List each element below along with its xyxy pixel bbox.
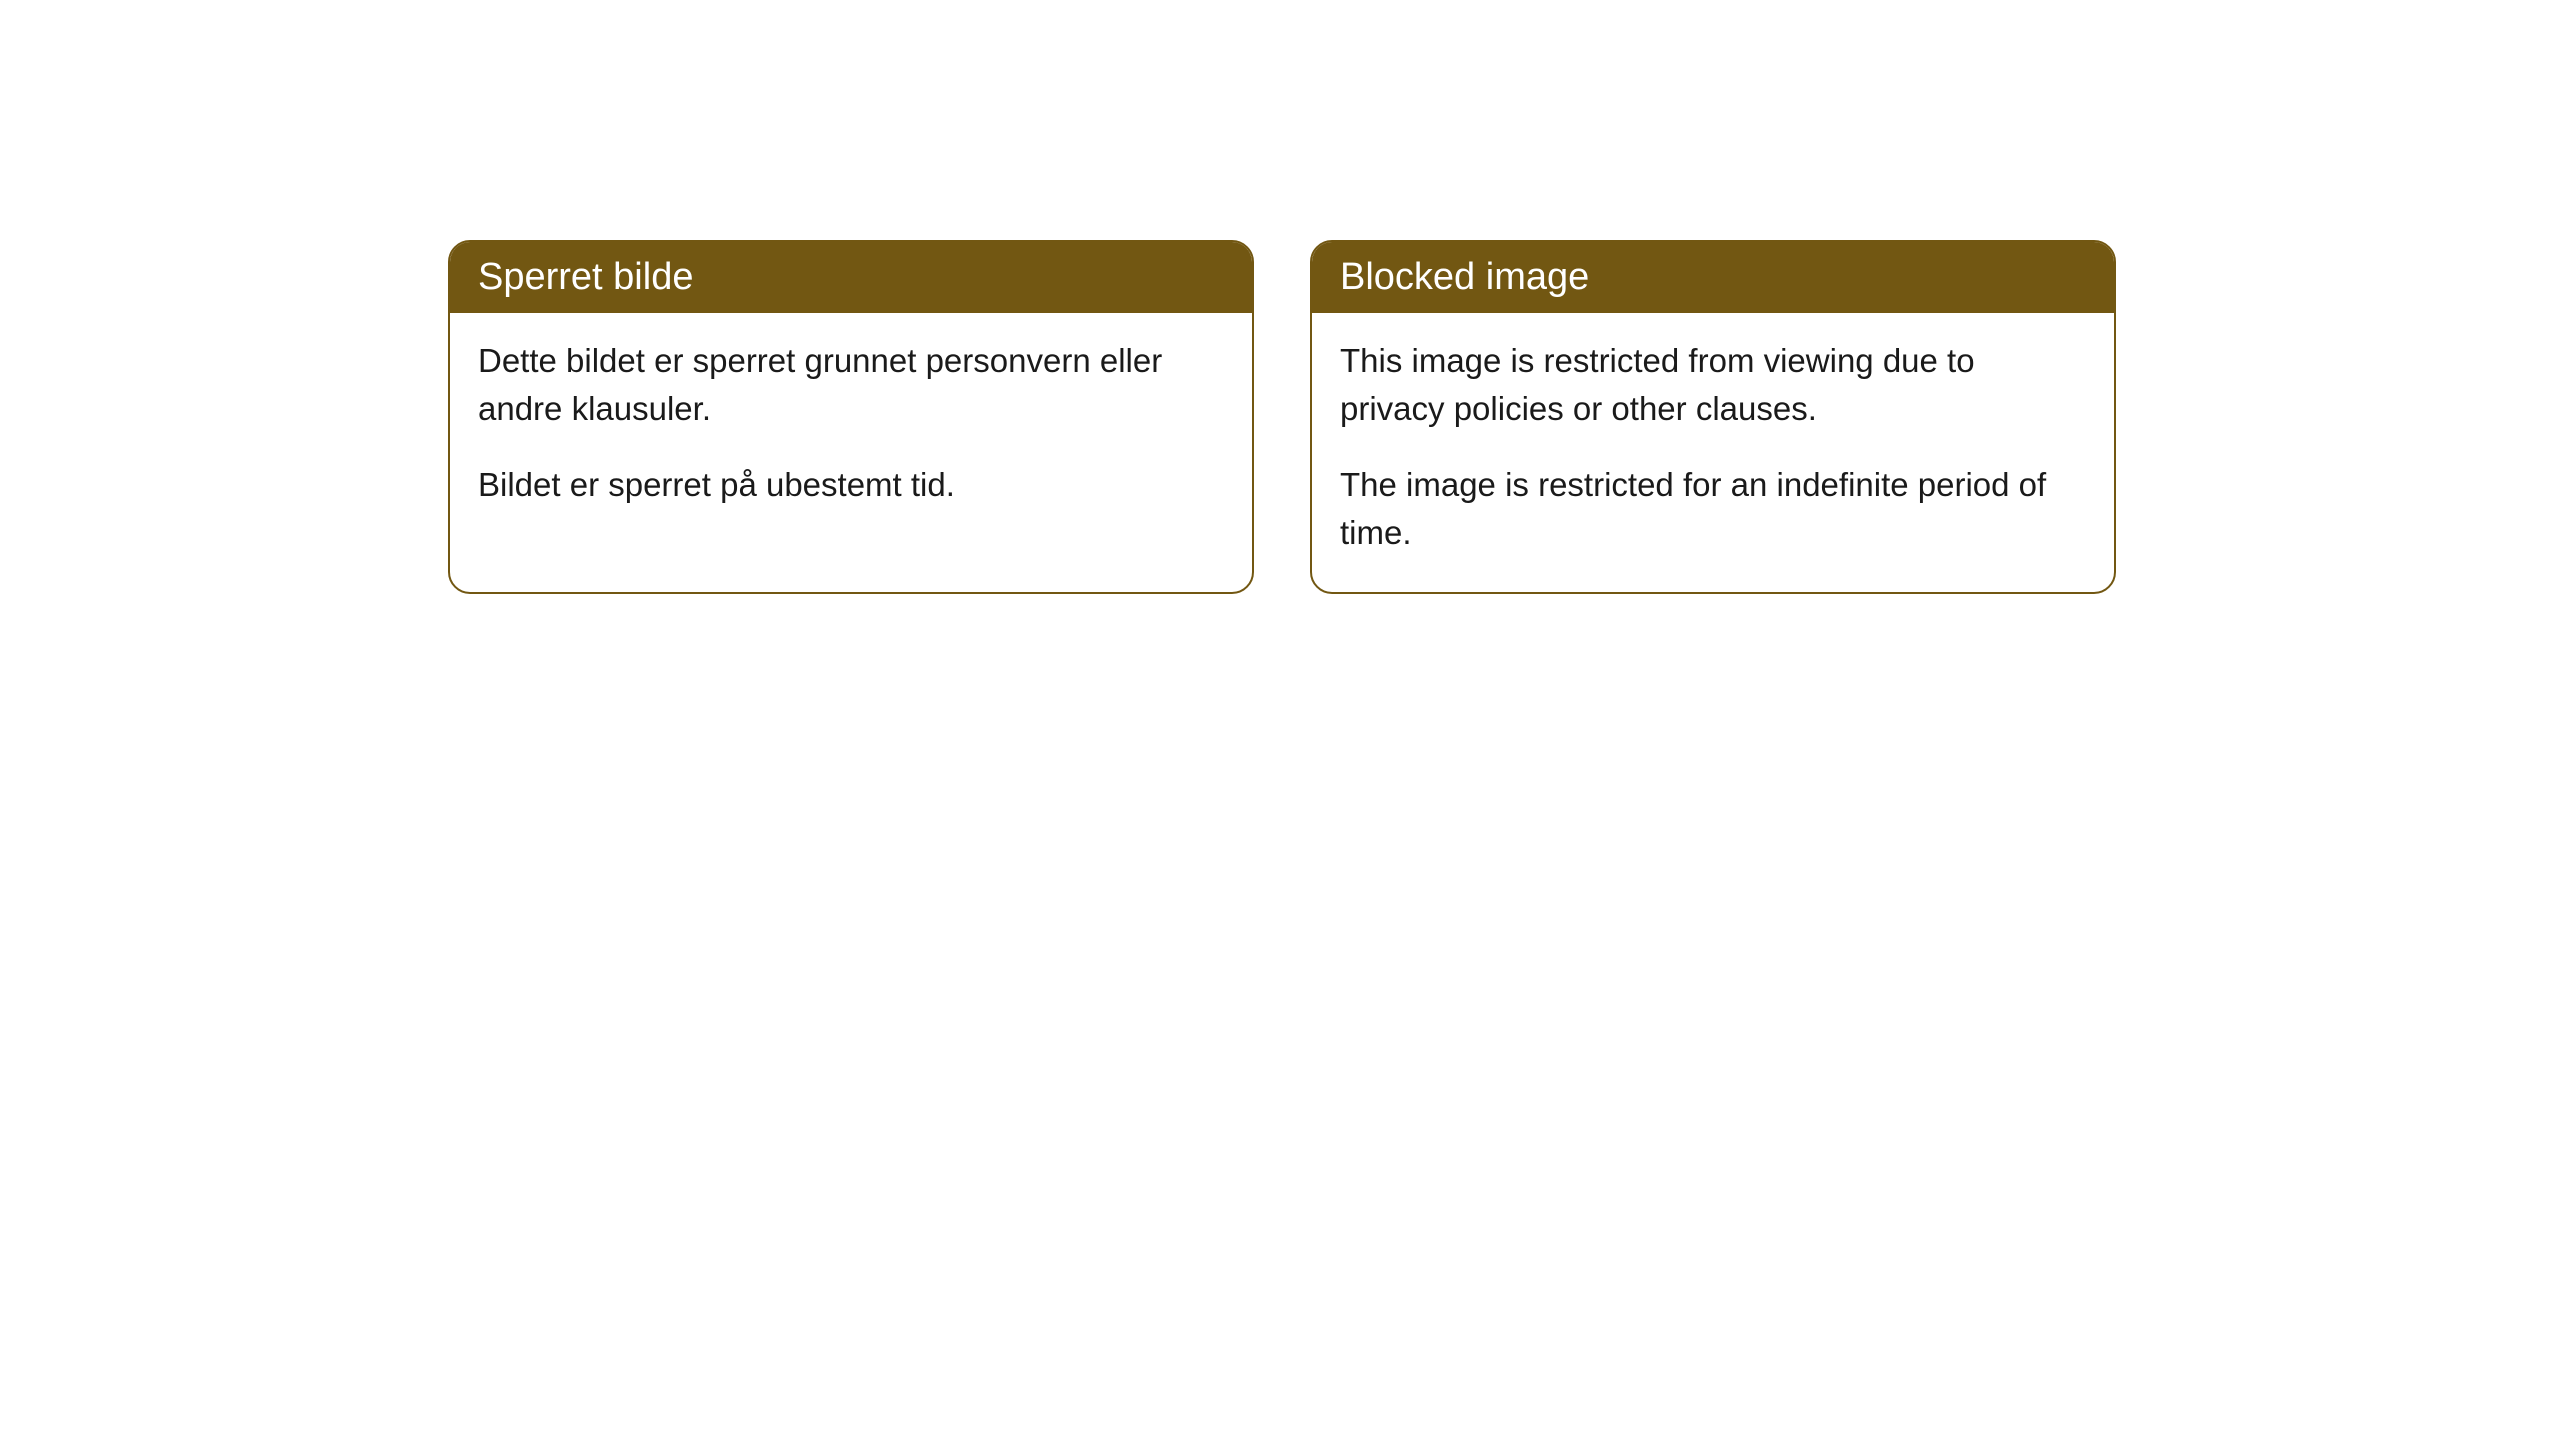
card-paragraph-2: Bildet er sperret på ubestemt tid.	[478, 461, 1224, 509]
card-body-norwegian: Dette bildet er sperret grunnet personve…	[450, 313, 1252, 545]
card-paragraph-1: This image is restricted from viewing du…	[1340, 337, 2086, 433]
blocked-image-card-norwegian: Sperret bilde Dette bildet er sperret gr…	[448, 240, 1254, 594]
card-paragraph-2: The image is restricted for an indefinit…	[1340, 461, 2086, 557]
card-header-english: Blocked image	[1312, 242, 2114, 313]
notice-container: Sperret bilde Dette bildet er sperret gr…	[0, 0, 2560, 594]
card-paragraph-1: Dette bildet er sperret grunnet personve…	[478, 337, 1224, 433]
card-body-english: This image is restricted from viewing du…	[1312, 313, 2114, 592]
card-title: Blocked image	[1340, 256, 1589, 298]
card-title: Sperret bilde	[478, 256, 693, 298]
card-header-norwegian: Sperret bilde	[450, 242, 1252, 313]
blocked-image-card-english: Blocked image This image is restricted f…	[1310, 240, 2116, 594]
